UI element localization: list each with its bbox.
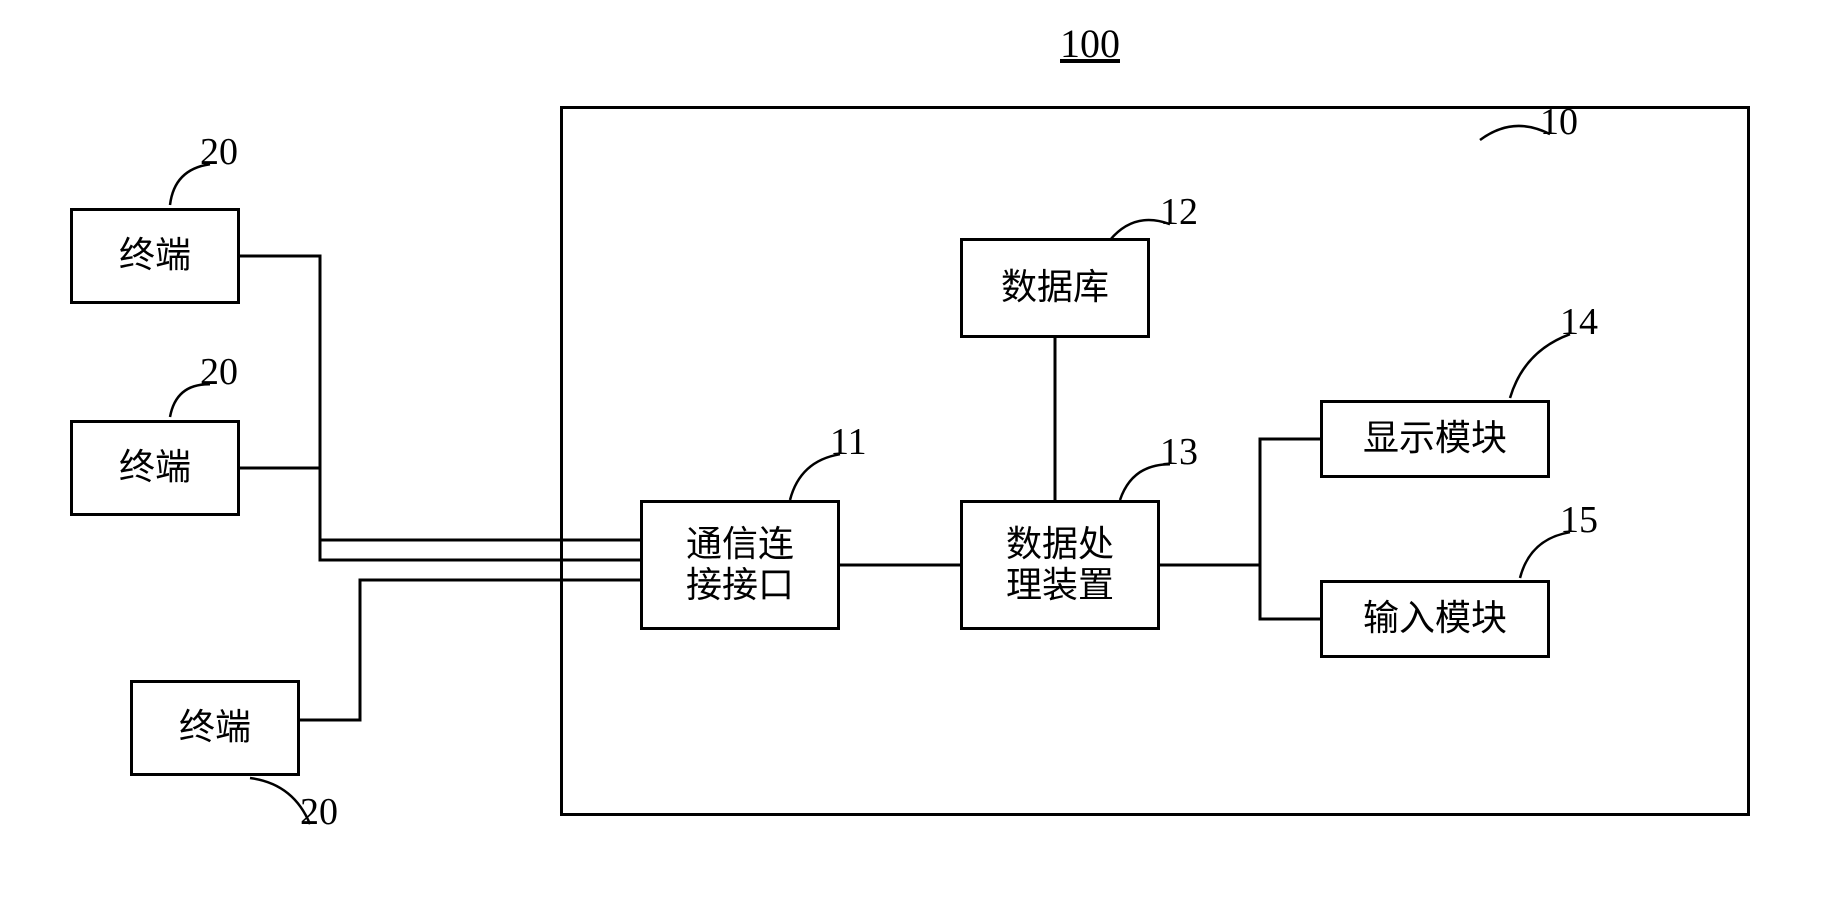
ref-label-7: 14	[1560, 300, 1598, 344]
module-comm-label: 通信连 接接口	[686, 524, 794, 607]
module-input-label: 输入模块	[1363, 598, 1507, 639]
ref-label-3: 10	[1540, 100, 1578, 144]
module-proc: 数据处 理装置	[960, 500, 1160, 630]
terminal-label-1: 终端	[119, 447, 191, 488]
ref-label-4: 11	[830, 420, 867, 464]
module-disp-label: 显示模块	[1363, 418, 1507, 459]
ref-label-0: 20	[200, 130, 238, 174]
container-box-10	[560, 106, 1750, 816]
ref-label-8: 15	[1560, 498, 1598, 542]
terminal-label-0: 终端	[119, 235, 191, 276]
ref-label-6: 13	[1160, 430, 1198, 474]
title-ref: 100	[1060, 20, 1120, 67]
module-db-label: 数据库	[1001, 267, 1109, 308]
module-input: 输入模块	[1320, 580, 1550, 658]
terminal-box-1: 终端	[70, 420, 240, 516]
module-disp: 显示模块	[1320, 400, 1550, 478]
module-proc-label: 数据处 理装置	[1006, 524, 1114, 607]
ref-label-1: 20	[200, 350, 238, 394]
ref-label-5: 12	[1160, 190, 1198, 234]
diagram-canvas: 100 终端 终端 终端 通信连 接接口 数据库 数据处 理装置 显示模块 输入…	[0, 0, 1833, 911]
terminal-box-0: 终端	[70, 208, 240, 304]
terminal-label-2: 终端	[179, 707, 251, 748]
module-comm: 通信连 接接口	[640, 500, 840, 630]
ref-label-2: 20	[300, 790, 338, 834]
module-db: 数据库	[960, 238, 1150, 338]
terminal-box-2: 终端	[130, 680, 300, 776]
